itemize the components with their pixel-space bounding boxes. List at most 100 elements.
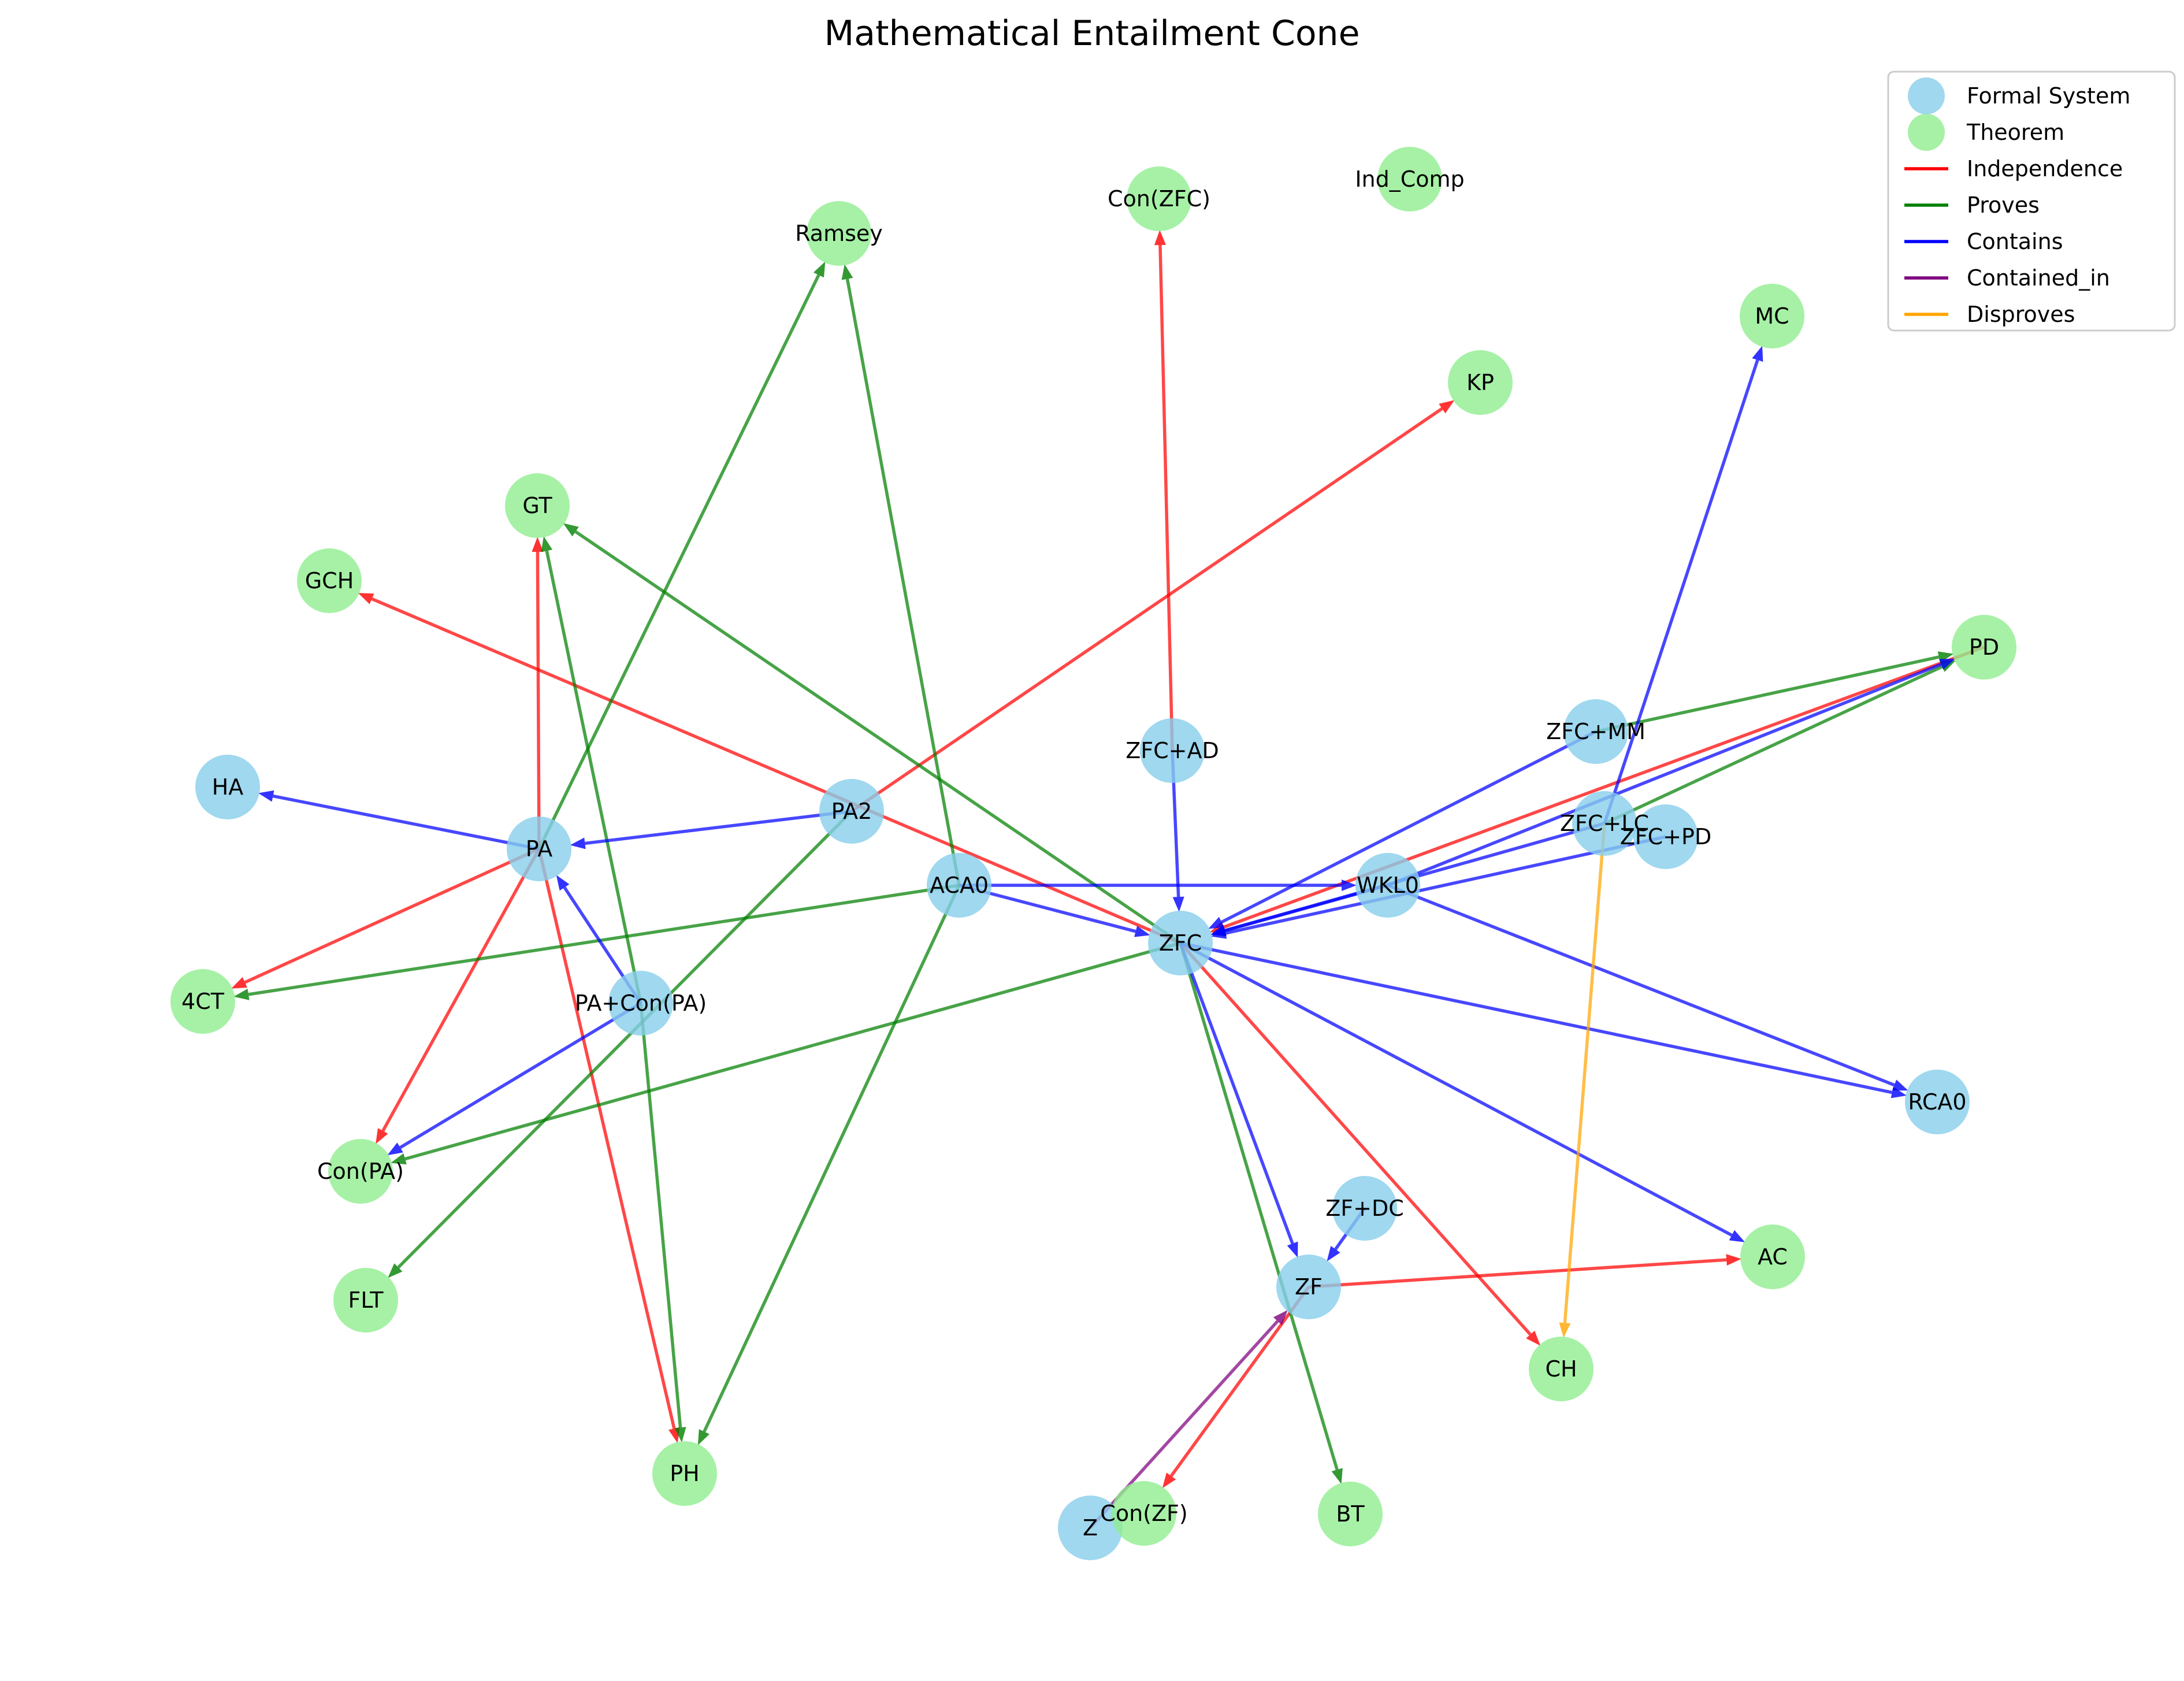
node-con-pa [328,1139,393,1204]
node-label-pd: PD [1969,634,1999,660]
node-zfc-ad [1140,718,1205,783]
node-label-zfc-ad: ZFC+AD [1126,738,1219,763]
node-zf-dc [1332,1176,1397,1241]
edge-zfc-lc-to-pd [1603,660,1956,825]
edge-zfc-lc-to-mc [1603,346,1763,824]
edge-pa2-to-kp [850,400,1455,813]
edge-pa-con-pa-to-ph [639,1003,686,1443]
edge-pa-to-gt [532,536,544,849]
node-label-con-zf: Con(ZF) [1100,1501,1187,1526]
legend-frame [1887,70,2176,332]
edge-aca0-to-ph [697,884,961,1446]
edge-pa-to-con-pa [376,848,541,1144]
edge-pd-to-zfc [1209,645,1985,933]
legend-label: Theorem [1966,120,2064,145]
node-label-flt: FLT [348,1287,384,1313]
edge-pa-con-pa-to-con-pa [387,1001,642,1156]
node-con-zf [1112,1481,1176,1546]
node-wkl0 [1355,853,1420,918]
node-label-zfc-pd: ZFC+PD [1620,824,1711,849]
edge-zfc-to-ac [1179,941,1745,1242]
edge-zfc-to-ch [1179,942,1541,1346]
node-zfc-mm [1563,699,1628,764]
node-label-wkl0: WKL0 [1357,873,1419,898]
legend-label: Formal System [1967,83,2130,109]
node-mc [1740,284,1804,348]
legend-label: Independence [1967,156,2123,181]
node-label-zf-dc: ZF+DC [1325,1196,1404,1221]
edge-zfc-to-bt [1179,942,1343,1485]
node-zfc-pd [1633,804,1698,869]
nodes-layer [170,147,2016,1560]
edge-pa-con-pa-to-gt [541,536,642,1004]
edge-wkl0-to-pd [1387,659,1955,887]
legend-marker [1908,77,1945,114]
node-zf [1276,1255,1341,1319]
node-label-pa2: PA2 [831,799,872,824]
legend-label: Proves [1967,192,2040,218]
node-label-pa-con-pa: PA+Con(PA) [575,990,707,1016]
node-ha [195,755,260,819]
legend-item-independence: Independence [1904,156,2123,181]
node-z [1058,1496,1123,1560]
legend-label: Contains [1967,229,2063,254]
edge-zfc-to-rca0 [1180,941,1907,1099]
node-label-kp: KP [1466,370,1494,395]
edge-zfc-ad-to-con-zfc [1154,229,1174,751]
edge-pa2-to-flt [388,810,853,1278]
chart-title: Mathematical Entailment Cone [824,13,1360,54]
edge-zfc-lc-to-ch [1559,823,1606,1338]
node-label-ch: CH [1545,1356,1577,1382]
node-label-con-pa: Con(PA) [317,1159,404,1184]
legend: Formal System Theorem Independence Proves Co… [1887,70,2176,332]
edge-zf-to-con-zf [1162,1286,1310,1489]
edge-zf-to-ac [1308,1254,1742,1289]
node-gch [297,548,362,613]
node-zfc-lc [1572,791,1637,856]
node-ch [1529,1337,1594,1401]
node-label-rca0: RCA0 [1908,1089,1966,1115]
legend-item-disproves: Disproves [1904,302,2075,327]
node-zfc [1148,911,1213,975]
node-label-zfc-mm: ZFC+MM [1546,719,1646,744]
node-label-zfc: ZFC [1159,930,1202,956]
node-ramsey [807,201,871,266]
node-aca0 [927,853,991,918]
node-label-ha: HA [212,774,244,800]
node-kp [1448,350,1513,415]
node-4ct [170,969,235,1034]
legend-item-contains: Contains [1904,229,2063,254]
node-label-z: Z [1083,1515,1098,1541]
node-label-zf: ZF [1295,1274,1323,1300]
edge-pa-to-ha [258,790,540,851]
edge-pa2-to-pa [570,810,852,849]
node-label-gt: GT [522,493,552,518]
node-label-gch: GCH [305,568,354,593]
node-rca0 [1905,1070,1970,1134]
edge-zfc-mm-to-zfc [1208,730,1597,929]
edge-zfc-to-zf [1179,942,1298,1258]
legend-item-proves: Proves [1904,192,2040,218]
node-con-zfc [1127,166,1191,231]
legend-item-contained-in: Contained_in [1904,265,2110,291]
node-bt [1318,1482,1383,1546]
node-pa-con-pa [608,971,673,1036]
node-label-pa: PA [526,836,552,862]
node-pd [1952,615,2016,680]
node-ph [652,1441,717,1506]
edge-zfc-to-gt [563,523,1182,945]
edge-pa-to-4ct [231,847,540,989]
node-ind-comp [1377,147,1442,211]
legend-marker [1908,114,1945,151]
node-label-ramsey: Ramsey [795,221,883,246]
node-label-bt: BT [1336,1501,1365,1527]
node-pa2 [819,779,884,844]
node-label-mc: MC [1755,303,1789,329]
legend-item-formal-system: Formal System [1908,77,2130,114]
node-gt [505,473,570,538]
node-label-ind-comp: Ind_Comp [1355,166,1464,192]
node-label-ph: PH [670,1461,700,1486]
edge-aca0-to-wkl0 [959,880,1357,891]
